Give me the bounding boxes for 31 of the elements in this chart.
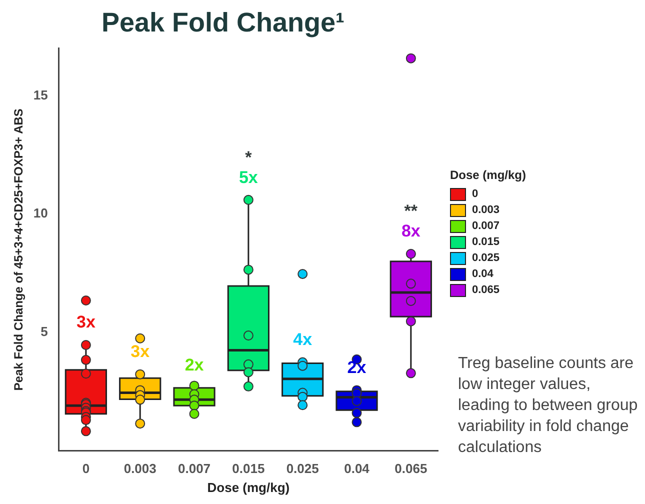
legend-label: 0 (472, 188, 478, 200)
legend-label: 0.007 (472, 220, 500, 232)
text: 3x (130, 342, 150, 362)
legend-label: 0.04 (472, 268, 494, 280)
annotation: ** (404, 202, 418, 221)
text: Treg baseline counts are low integer values, leading to between group variability in fold change calculations (458, 354, 638, 458)
legend-label: 0.065 (472, 284, 500, 296)
annotation: * (245, 148, 252, 168)
legend-label: 0.015 (472, 236, 500, 248)
x-tick-label: 0.007 (178, 461, 211, 476)
legend-title: Dose (mg/kg) (450, 168, 526, 182)
legend-label: 0.003 (472, 204, 500, 216)
y-tick-label: 10 (33, 206, 48, 221)
x-tick-label: 0.025 (286, 461, 319, 476)
x-tick-label: 0.065 (394, 461, 428, 476)
y-tick-label: 5 (40, 324, 48, 340)
text: 2x (347, 358, 366, 377)
x-tick-label: 0.015 (232, 461, 265, 476)
text: 3x (76, 312, 96, 332)
x-axis-title: Dose (mg/kg) (207, 480, 290, 495)
text: 8x (401, 222, 420, 241)
chart-title: Peak Fold Change¹ (101, 8, 345, 38)
text: 5x (238, 168, 258, 188)
text: 4x (293, 330, 312, 349)
x-tick-label: 0.003 (124, 461, 156, 476)
y-tick-label: 15 (33, 87, 48, 102)
x-tick-label: 0 (82, 461, 90, 476)
text: 2x (184, 356, 204, 375)
x-tick-label: 0.04 (344, 461, 370, 476)
legend-label: 0.025 (472, 252, 500, 264)
y-axis-title: Peak Fold Change of 45+3+4+CD25+FOXP3+ ABS (12, 108, 26, 391)
